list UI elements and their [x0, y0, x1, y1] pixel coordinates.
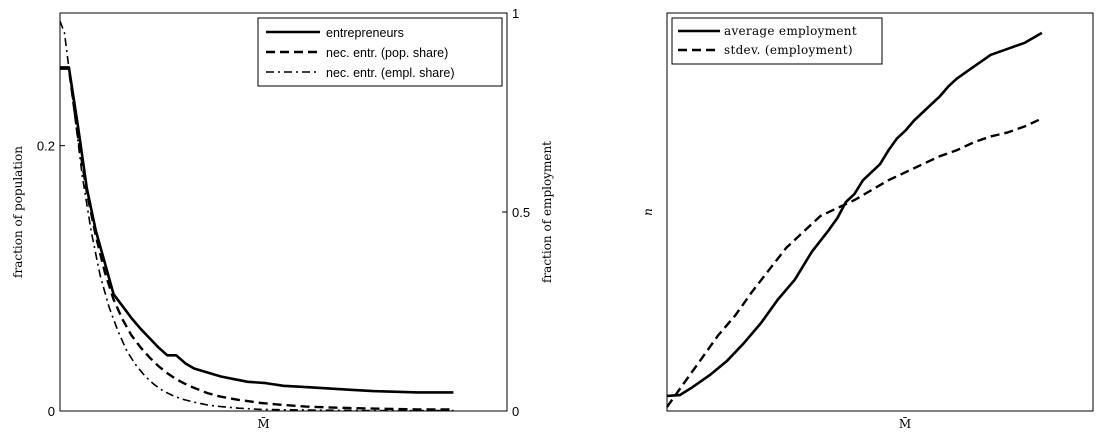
- right-chart: n M̄ average employment stdev. (employment): [641, 12, 1094, 431]
- y2-tick-label: 0: [512, 404, 519, 419]
- x-axis-title: M̄: [899, 416, 911, 431]
- series-line-1: [666, 31, 1043, 398]
- legend-label: entrepreneurs: [326, 26, 404, 40]
- y2-tick-label: 0.5: [512, 205, 530, 220]
- y-tick-label: 0: [48, 404, 55, 419]
- legend-label: average employment: [724, 24, 857, 38]
- y-axis-title: n: [641, 208, 655, 216]
- y2-tick-label: 1: [512, 6, 519, 21]
- y-axis-title: fraction of population: [11, 146, 25, 278]
- legend-label: nec. entr. (empl. share): [326, 66, 455, 80]
- series-line-1: [60, 66, 454, 394]
- plot-frame: [666, 12, 1094, 412]
- series-line-2: [60, 67, 454, 411]
- x-axis-title: M̄: [257, 416, 269, 431]
- legend-label: stdev. (employment): [724, 43, 853, 57]
- legend-label: nec. entr. (pop. share): [326, 46, 448, 60]
- series-line-2: [666, 117, 1043, 408]
- legend-box: [671, 17, 883, 65]
- left-chart: 0 0.2 0 0.5 1 fraction of population fraction …: [11, 6, 554, 431]
- y2-axis-title: fraction of employment: [540, 141, 554, 283]
- y-tick-label: 0.2: [37, 139, 55, 154]
